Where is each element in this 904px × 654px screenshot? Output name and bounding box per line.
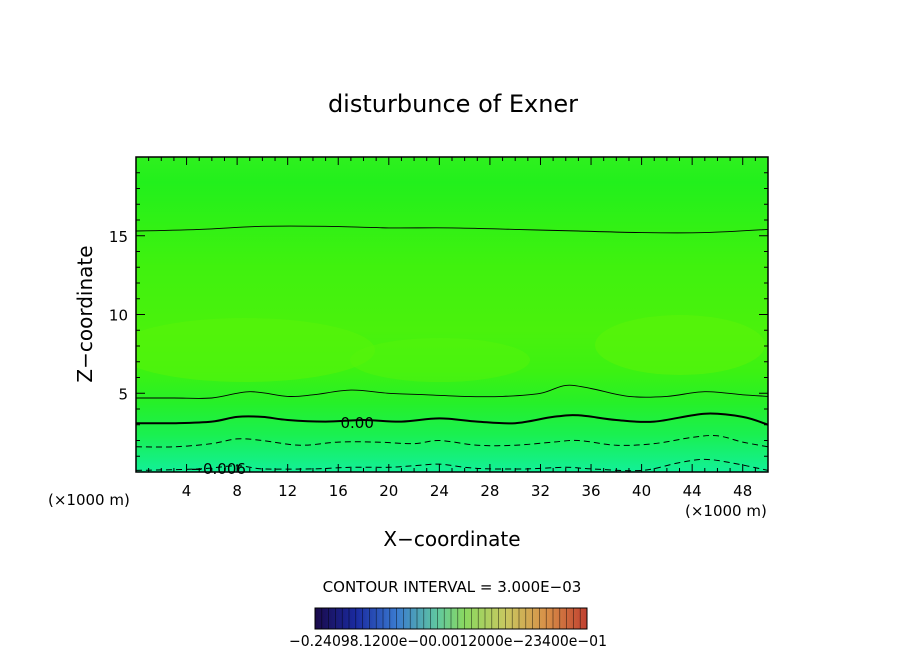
x-axis-label: X−coordinate bbox=[383, 527, 520, 551]
contour-line-3 bbox=[136, 435, 768, 448]
y-axis-label: Z−coordinate bbox=[73, 245, 97, 382]
light-patch-right bbox=[595, 315, 765, 375]
x-axis-ticks: 4 8 12 16 20 24 28 32 36 40 44 48 bbox=[148, 157, 756, 500]
y-tick-label-0: 5 bbox=[118, 385, 128, 403]
contour-label-1: −0.006 bbox=[190, 460, 246, 478]
x-tick-label-1: 8 bbox=[232, 482, 242, 500]
light-patch-center bbox=[350, 338, 530, 382]
contour-lines bbox=[136, 225, 768, 472]
x-tick-label-8: 36 bbox=[581, 482, 600, 500]
x-tick-label-4: 20 bbox=[379, 482, 398, 500]
x-tick-label-9: 40 bbox=[632, 482, 651, 500]
x-tick-label-0: 4 bbox=[182, 482, 192, 500]
x-tick-label-2: 12 bbox=[278, 482, 297, 500]
contour-line-2 bbox=[136, 412, 768, 426]
contour-interval: CONTOUR INTERVAL = 3.000E−03 bbox=[323, 578, 582, 596]
x-unit-left: (×1000 m) bbox=[48, 491, 130, 509]
contour-label-0: 0.00 bbox=[340, 414, 373, 432]
field-patches bbox=[136, 315, 765, 382]
contour-line-0 bbox=[136, 225, 768, 234]
contour-field bbox=[136, 157, 768, 472]
colorbar-ticks bbox=[314, 608, 588, 629]
contour-line-1 bbox=[136, 384, 768, 399]
y-axis-ticks: 5 10 15 bbox=[109, 172, 768, 457]
contour-line-4 bbox=[136, 458, 768, 472]
colorbar-tick-labels: −0.24098.1200e−00.0012000e−23400e−01 bbox=[289, 632, 607, 650]
x-tick-label-10: 44 bbox=[683, 482, 702, 500]
light-patch-left bbox=[136, 318, 375, 382]
x-tick-label-5: 24 bbox=[430, 482, 449, 500]
x-tick-label-7: 32 bbox=[531, 482, 550, 500]
chart-title: disturbunce of Exner bbox=[328, 90, 578, 118]
x-tick-label-3: 16 bbox=[329, 482, 348, 500]
x-tick-label-6: 28 bbox=[480, 482, 499, 500]
x-tick-label-11: 48 bbox=[733, 482, 752, 500]
x-unit-right: (×1000 m) bbox=[685, 502, 767, 520]
y-tick-label-2: 15 bbox=[109, 228, 128, 246]
contour-labels: 0.00 −0.006 bbox=[190, 414, 374, 478]
y-tick-label-1: 10 bbox=[109, 307, 128, 325]
